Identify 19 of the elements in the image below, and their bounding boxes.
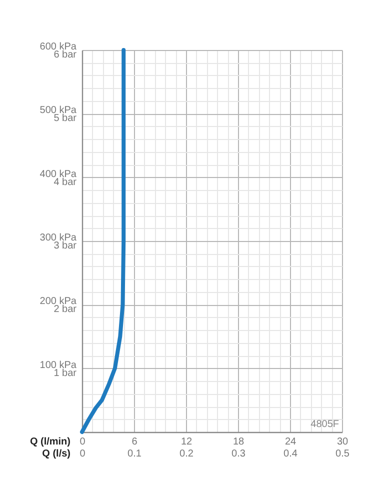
y2-tick-label: 6 bar xyxy=(54,50,78,60)
x2-tick-label: 0.2 xyxy=(180,448,194,460)
y2-tick-label: 4 bar xyxy=(54,176,78,188)
y2-tick-label: 1 bar xyxy=(54,368,78,379)
x-axis-title: Q (l/min) xyxy=(30,436,70,448)
x2-tick-label: 0 xyxy=(80,448,86,460)
x2-tick-label: 0.4 xyxy=(284,448,298,460)
x-tick-label: 0 xyxy=(80,436,86,448)
annotation: 4805F xyxy=(310,419,339,430)
x-tick-label: 30 xyxy=(336,436,348,448)
x-tick-label: 6 xyxy=(132,436,138,448)
x-tick-label: 12 xyxy=(180,436,192,448)
x2-tick-label: 0.3 xyxy=(232,448,246,460)
x2-tick-label: 0.5 xyxy=(336,448,350,460)
x-tick-label: 24 xyxy=(284,436,296,448)
y2-tick-label: 3 bar xyxy=(54,240,78,252)
x-tick-label: 18 xyxy=(232,436,244,448)
x2-axis-title: Q (l/s) xyxy=(42,448,70,460)
x2-tick-label: 0.1 xyxy=(128,448,142,460)
